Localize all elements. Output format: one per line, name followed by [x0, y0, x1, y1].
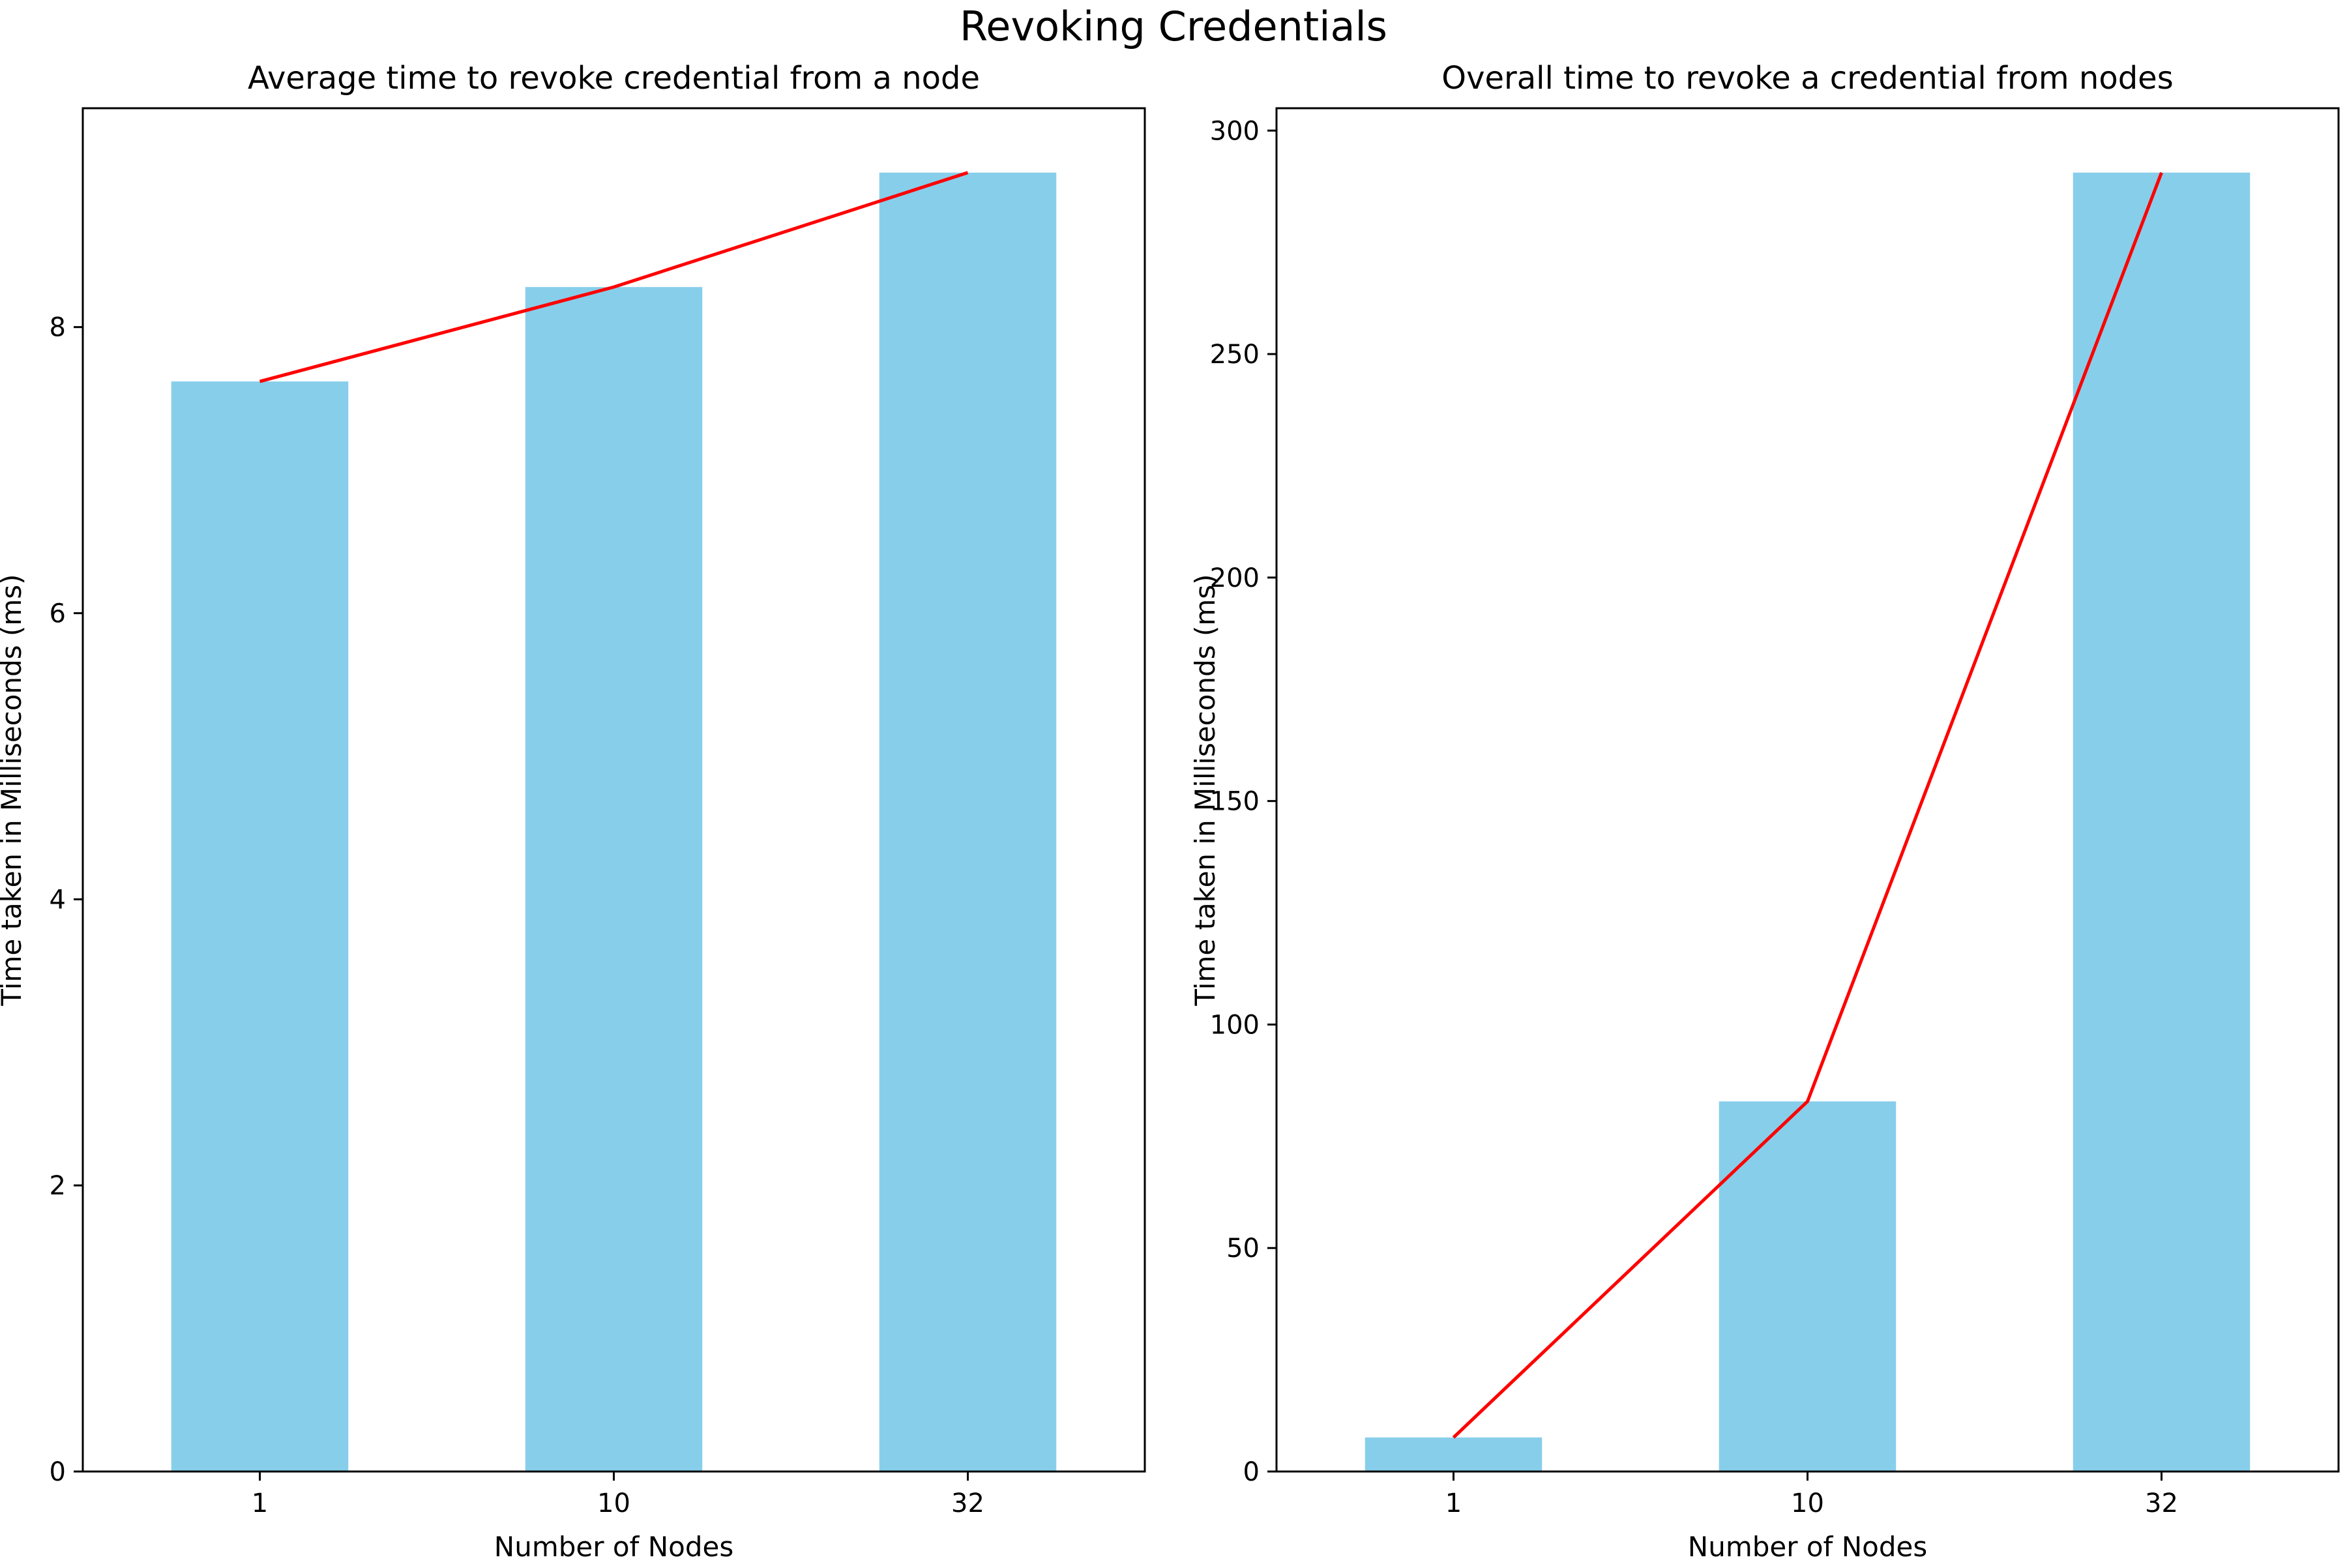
right-trend-line: [1452, 171, 2163, 1439]
left-bar-10: [525, 287, 703, 1472]
right-y-tick-label-200: 200: [1210, 563, 1260, 593]
left-x-tick-label-32: 32: [951, 1488, 984, 1518]
right-x-tick-label-1: 1: [1445, 1488, 1462, 1518]
right-y-tick-label-50: 50: [1226, 1234, 1260, 1264]
right-chart-axes: 1 10 32 0 50 100 150 200 250 300 Overall time to r…: [1189, 60, 2340, 1563]
left-bar-1: [171, 381, 349, 1472]
right-y-tick-label-100: 100: [1210, 1010, 1260, 1040]
left-x-axis-label: Number of Nodes: [494, 1531, 733, 1563]
right-x-axis-label: Number of Nodes: [1688, 1531, 1927, 1563]
left-bar-32: [879, 172, 1057, 1472]
left-y-tick-label-6: 6: [50, 599, 66, 629]
figure-title: Revoking Credentials: [960, 3, 1387, 50]
left-chart-axes: 1 10 32 0 2 4 6 8 Average time to revoke credent…: [0, 60, 1146, 1563]
right-bar-10: [1719, 1101, 1897, 1472]
right-y-tick-label-0: 0: [1243, 1457, 1260, 1487]
left-y-tick-label-2: 2: [50, 1171, 66, 1201]
left-y-tick-label-4: 4: [50, 885, 66, 915]
left-x-tick-label-1: 1: [252, 1488, 268, 1518]
right-bar-1: [1365, 1437, 1543, 1472]
left-y-tick-label-0: 0: [50, 1457, 66, 1487]
right-chart-title: Overall time to revoke a credential from…: [1441, 60, 2173, 96]
left-trend-line: [259, 171, 969, 383]
right-y-tick-label-150: 150: [1210, 787, 1260, 817]
left-y-tick-label-8: 8: [50, 313, 66, 343]
right-y-tick-label-300: 300: [1210, 116, 1260, 146]
right-y-axis-label: Time taken in Milliseconds (ms): [1189, 574, 1221, 1006]
right-bar-32: [2073, 172, 2251, 1472]
right-y-tick-label-250: 250: [1210, 340, 1260, 370]
left-x-tick-label-10: 10: [597, 1488, 630, 1518]
left-chart-title: Average time to revoke credential from a…: [248, 60, 980, 96]
right-x-tick-label-32: 32: [2145, 1488, 2178, 1518]
right-x-tick-label-10: 10: [1791, 1488, 1824, 1518]
left-y-axis-label: Time taken in Milliseconds (ms): [0, 574, 27, 1006]
